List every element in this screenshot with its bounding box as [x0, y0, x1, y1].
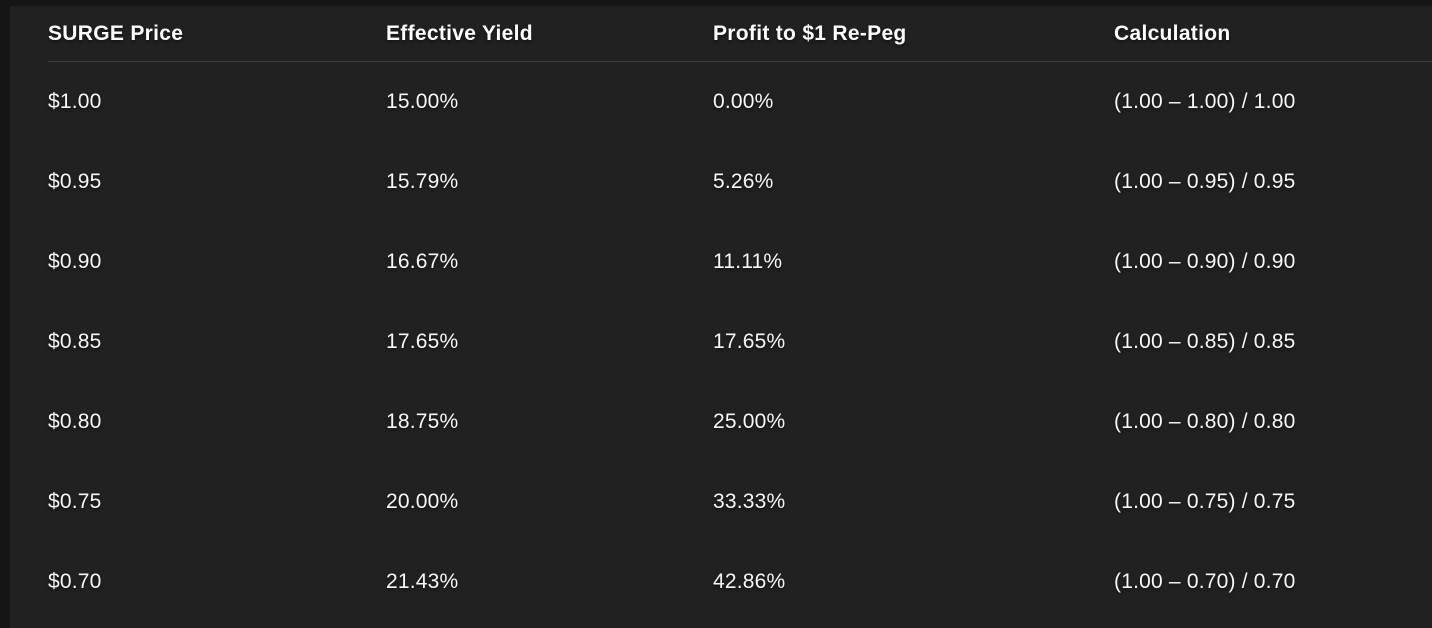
table-cell: 18.75% [386, 410, 459, 433]
column-header-profit-to-repeg: Profit to $1 Re-Peg [713, 21, 907, 45]
table-header-row: SURGE Price Effective Yield Profit to $1… [10, 6, 1432, 61]
table-row: $0.75 20.00% 33.33% (1.00 – 0.75) / 0.75 [10, 462, 1432, 542]
table-cell: $0.90 [48, 250, 102, 273]
column-header-effective-yield: Effective Yield [386, 21, 533, 45]
table-cell: 33.33% [713, 490, 786, 513]
table-cell: (1.00 – 0.90) / 0.90 [1114, 250, 1296, 273]
table-row: $1.00 15.00% 0.00% (1.00 – 1.00) / 1.00 [10, 62, 1432, 142]
table-row: $0.80 18.75% 25.00% (1.00 – 0.80) / 0.80 [10, 382, 1432, 462]
table-cell: $0.95 [48, 170, 102, 193]
table-row: $0.85 17.65% 17.65% (1.00 – 0.85) / 0.85 [10, 302, 1432, 382]
table-cell: 15.79% [386, 170, 459, 193]
table-row: $0.70 21.43% 42.86% (1.00 – 0.70) / 0.70 [10, 542, 1432, 622]
table-cell: 5.26% [713, 170, 774, 193]
header-divider [48, 61, 1432, 62]
table-body: $1.00 15.00% 0.00% (1.00 – 1.00) / 1.00 $0.9… [10, 62, 1432, 622]
table-panel: SURGE Price Effective Yield Profit to $1… [10, 6, 1432, 628]
table-cell: $0.80 [48, 410, 102, 433]
table-row: $0.90 16.67% 11.11% (1.00 – 0.90) / 0.90 [10, 222, 1432, 302]
table-cell: $0.70 [48, 570, 102, 593]
table-cell: (1.00 – 0.85) / 0.85 [1114, 330, 1296, 353]
table-cell: 0.00% [713, 90, 774, 113]
table-cell: (1.00 – 0.75) / 0.75 [1114, 490, 1296, 513]
table-cell: 15.00% [386, 90, 459, 113]
table-cell: $0.85 [48, 330, 102, 353]
table-cell: 11.11% [713, 250, 783, 273]
column-header-surge-price: SURGE Price [48, 21, 184, 45]
table-cell: (1.00 – 1.00) / 1.00 [1114, 90, 1296, 113]
table-cell: (1.00 – 0.70) / 0.70 [1114, 570, 1296, 593]
table-cell: 17.65% [386, 330, 459, 353]
table-cell: (1.00 – 0.80) / 0.80 [1114, 410, 1296, 433]
table-cell: 20.00% [386, 490, 459, 513]
table-cell: 17.65% [713, 330, 786, 353]
table-cell: $1.00 [48, 90, 102, 113]
table-cell: (1.00 – 0.95) / 0.95 [1114, 170, 1296, 193]
table-cell: 25.00% [713, 410, 786, 433]
table-cell: 16.67% [386, 250, 459, 273]
table-cell: 42.86% [713, 570, 786, 593]
column-header-calculation: Calculation [1114, 21, 1231, 45]
table-cell: 21.43% [386, 570, 459, 593]
table-cell: $0.75 [48, 490, 102, 513]
table-row: $0.95 15.79% 5.26% (1.00 – 0.95) / 0.95 [10, 142, 1432, 222]
